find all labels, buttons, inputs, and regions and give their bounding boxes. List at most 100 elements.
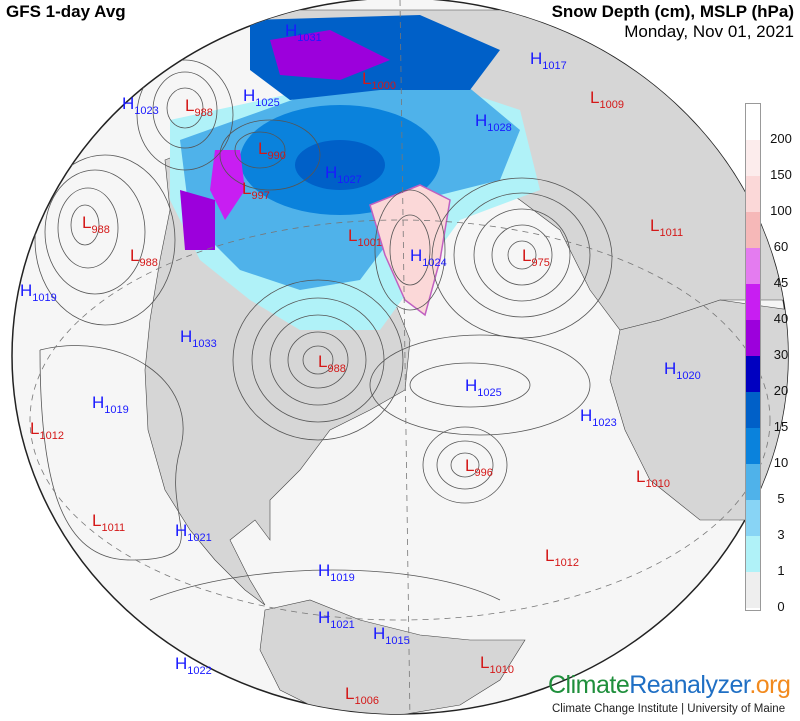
pressure-value: 1009 [599, 99, 624, 111]
low-pressure-label: L1012 [30, 419, 64, 442]
pressure-type: L [258, 139, 268, 158]
low-pressure-label: L1001 [348, 226, 382, 249]
legend-band [746, 104, 760, 140]
pressure-type: H [664, 359, 677, 378]
pressure-type: H [325, 163, 338, 182]
pressure-value: 1033 [192, 338, 217, 350]
product-title: GFS 1-day Avg [6, 2, 126, 21]
credit-line: Climate Change Institute | University of… [552, 703, 786, 715]
pressure-type: L [82, 213, 92, 232]
pressure-value: 988 [91, 224, 110, 236]
low-pressure-label: L1010 [636, 467, 670, 490]
pressure-value: 1027 [337, 174, 362, 186]
legend-band [746, 248, 760, 284]
legend-tick-label: 200 [770, 131, 792, 146]
high-pressure-label: H1019 [20, 282, 57, 304]
pressure-type: H [122, 94, 135, 113]
pressure-value: 1000 [371, 80, 396, 92]
pressure-value: 1020 [676, 370, 701, 382]
pressure-type: L [318, 352, 328, 371]
legend-band [746, 608, 760, 610]
pressure-value: 1028 [487, 122, 512, 134]
legend-tick-label: 15 [773, 419, 789, 434]
pressure-type: H [373, 624, 386, 643]
high-pressure-label: H1020 [664, 359, 701, 382]
high-pressure-label: H1027 [325, 163, 362, 186]
pressure-value: 1019 [32, 292, 57, 304]
legend-tick-label: 10 [773, 455, 789, 470]
pressure-type: H [465, 376, 478, 395]
pressure-value: 975 [531, 257, 550, 269]
pressure-type: L [348, 226, 358, 245]
low-pressure-label: L988 [130, 247, 158, 269]
graticule [29, 0, 771, 714]
high-pressure-label: H1017 [530, 50, 567, 72]
pressure-value: 1017 [542, 60, 567, 72]
pressure-value: 1023 [592, 417, 617, 429]
pressure-value: 988 [327, 363, 346, 375]
pressure-value: 1025 [255, 97, 280, 109]
pressure-type: L [362, 69, 372, 88]
legend-band [746, 464, 760, 500]
low-pressure-label: L1012 [545, 547, 579, 569]
pressure-type: L [522, 246, 532, 265]
high-pressure-label: H1023 [122, 94, 159, 117]
high-pressure-label: H1031 [285, 21, 322, 44]
pressure-value: 1006 [354, 695, 379, 707]
low-pressure-label: L1009 [590, 89, 624, 111]
pressure-value: 1025 [477, 387, 502, 399]
legend-tick-label: 150 [770, 167, 792, 182]
high-pressure-label: H1021 [318, 608, 355, 631]
isobars [34, 59, 613, 601]
low-pressure-label: L1011 [650, 216, 683, 239]
pressure-value: 1021 [330, 619, 355, 631]
pressure-type: L [92, 511, 102, 530]
logo-part-3: .org [749, 671, 791, 699]
low-pressure-label: L997 [242, 180, 270, 202]
pressure-type: H [285, 21, 298, 40]
pressure-value: 1001 [357, 237, 382, 249]
pressure-type: H [318, 608, 331, 627]
pressure-value: 1010 [645, 478, 670, 490]
low-pressure-label: L1006 [345, 685, 379, 707]
legend-band [746, 572, 760, 608]
pressure-value: 988 [139, 257, 158, 269]
pressure-type: H [318, 561, 331, 580]
pressure-value: 1012 [554, 557, 579, 569]
legend-tick-label: 100 [770, 203, 792, 218]
snow-purple-1 [270, 30, 390, 80]
color-legend [745, 103, 761, 611]
high-pressure-label: H1019 [318, 561, 355, 584]
pressure-value: 990 [267, 150, 286, 162]
pressure-value: 1023 [134, 105, 159, 117]
legend-tick-label: 5 [777, 491, 785, 506]
legend-tick-label: 20 [773, 383, 789, 398]
legend-band [746, 392, 760, 428]
high-pressure-label: H1019 [92, 394, 129, 416]
high-pressure-label: H1028 [475, 111, 512, 134]
legend-band [746, 320, 760, 356]
logo-part-1: Climate [548, 671, 630, 699]
pressure-type: L [30, 419, 40, 438]
pressure-type: L [636, 467, 646, 486]
legend-band [746, 212, 760, 248]
pressure-type: H [410, 246, 423, 265]
snow-purple-3 [180, 190, 215, 250]
pressure-value: 1021 [187, 532, 212, 544]
pressure-type: L [650, 216, 660, 235]
legend-band [746, 356, 760, 392]
pressure-value: 1031 [297, 32, 322, 44]
legend-tick-label: 30 [773, 347, 789, 362]
climate-reanalyzer-logo[interactable]: ClimateReanalyzer.org [548, 671, 791, 700]
pressure-type: H [475, 111, 488, 130]
pressure-type: L [465, 456, 475, 475]
low-pressure-label: L988 [318, 352, 346, 375]
snow-greenland [369, 184, 451, 317]
legend-tick-label: 3 [777, 527, 785, 542]
legend-tick-label: 60 [773, 239, 789, 254]
legend-band [746, 500, 760, 536]
pressure-type: H [243, 86, 256, 105]
pressure-type: L [185, 96, 195, 115]
high-pressure-label: H1024 [410, 246, 447, 269]
